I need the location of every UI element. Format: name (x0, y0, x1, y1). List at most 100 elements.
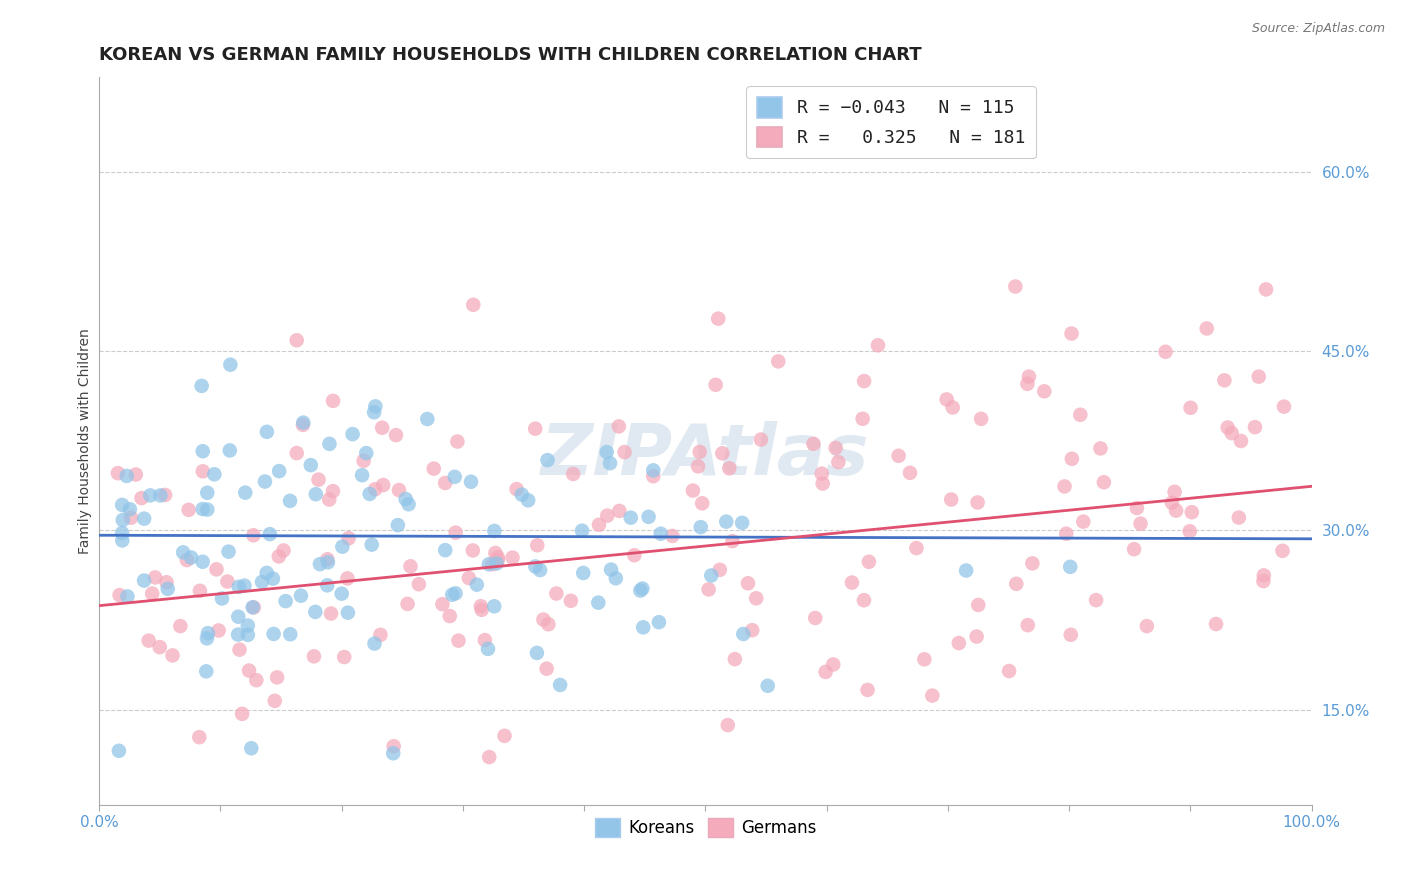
Point (898, 466, 921, 480)
Point (1018, 369, 1040, 384)
Point (524, 559, 547, 574)
Point (233, 578, 256, 592)
Point (290, 589, 312, 603)
Point (998, 664, 1021, 678)
Point (1060, 451, 1083, 466)
Point (966, 630, 988, 644)
Point (1004, 279, 1026, 293)
Point (226, 609, 249, 624)
Point (399, 559, 422, 574)
Point (1163, 484, 1185, 499)
Point (398, 497, 420, 511)
Point (330, 587, 353, 601)
Point (139, 488, 162, 502)
Point (373, 478, 395, 492)
Point (461, 543, 484, 558)
Point (478, 750, 501, 764)
Point (447, 633, 470, 648)
Point (231, 706, 253, 721)
Point (382, 739, 405, 754)
Point (219, 358, 242, 372)
Point (228, 580, 250, 594)
Point (827, 455, 849, 469)
Point (1059, 559, 1081, 574)
Point (285, 446, 308, 460)
Point (131, 491, 153, 505)
Point (648, 615, 671, 630)
Point (396, 597, 419, 611)
Point (125, 467, 148, 482)
Point (423, 461, 446, 475)
Point (388, 483, 411, 497)
Point (226, 627, 249, 641)
Point (596, 445, 619, 459)
Point (942, 401, 965, 415)
Point (266, 670, 288, 684)
Point (309, 557, 332, 571)
Point (316, 555, 339, 569)
Point (262, 572, 284, 586)
Point (741, 624, 763, 638)
Point (242, 600, 264, 615)
Point (363, 405, 385, 419)
Point (709, 563, 731, 577)
Point (484, 546, 506, 560)
Point (526, 538, 548, 552)
Point (733, 627, 755, 641)
Point (1253, 574, 1275, 588)
Point (153, 488, 176, 502)
Point (935, 392, 957, 407)
Point (711, 446, 734, 460)
Point (474, 633, 496, 648)
Point (465, 577, 488, 591)
Point (1123, 542, 1146, 557)
Point (352, 468, 374, 483)
Point (484, 524, 506, 538)
Point (195, 632, 218, 646)
Point (866, 338, 889, 352)
Point (700, 568, 723, 582)
Point (434, 543, 457, 558)
Y-axis label: Family Households with Children: Family Households with Children (79, 328, 93, 554)
Point (245, 673, 267, 688)
Point (1178, 524, 1201, 539)
Point (319, 607, 342, 621)
Point (1205, 617, 1227, 632)
Point (1085, 593, 1108, 607)
Point (337, 531, 360, 545)
Point (1090, 442, 1112, 456)
Point (1069, 408, 1091, 422)
Point (188, 730, 211, 744)
Point (278, 627, 301, 641)
Point (1195, 321, 1218, 335)
Point (108, 588, 131, 602)
Point (824, 441, 846, 455)
Point (686, 459, 709, 474)
Point (132, 574, 155, 588)
Point (484, 599, 506, 614)
Point (1164, 503, 1187, 517)
Point (912, 652, 935, 666)
Point (292, 416, 315, 430)
Point (517, 493, 540, 508)
Point (360, 538, 382, 552)
Point (609, 504, 631, 518)
Point (299, 458, 322, 472)
Point (259, 527, 281, 541)
Point (316, 578, 339, 592)
Point (169, 619, 191, 633)
Point (823, 657, 845, 672)
Point (138, 633, 160, 648)
Point (1073, 515, 1095, 529)
Point (537, 617, 560, 632)
Point (1271, 544, 1294, 558)
Point (637, 509, 659, 524)
Point (263, 694, 285, 708)
Point (263, 627, 285, 641)
Point (477, 641, 499, 656)
Point (955, 564, 977, 578)
Point (471, 603, 494, 617)
Point (108, 744, 131, 758)
Point (155, 575, 177, 590)
Point (697, 582, 720, 597)
